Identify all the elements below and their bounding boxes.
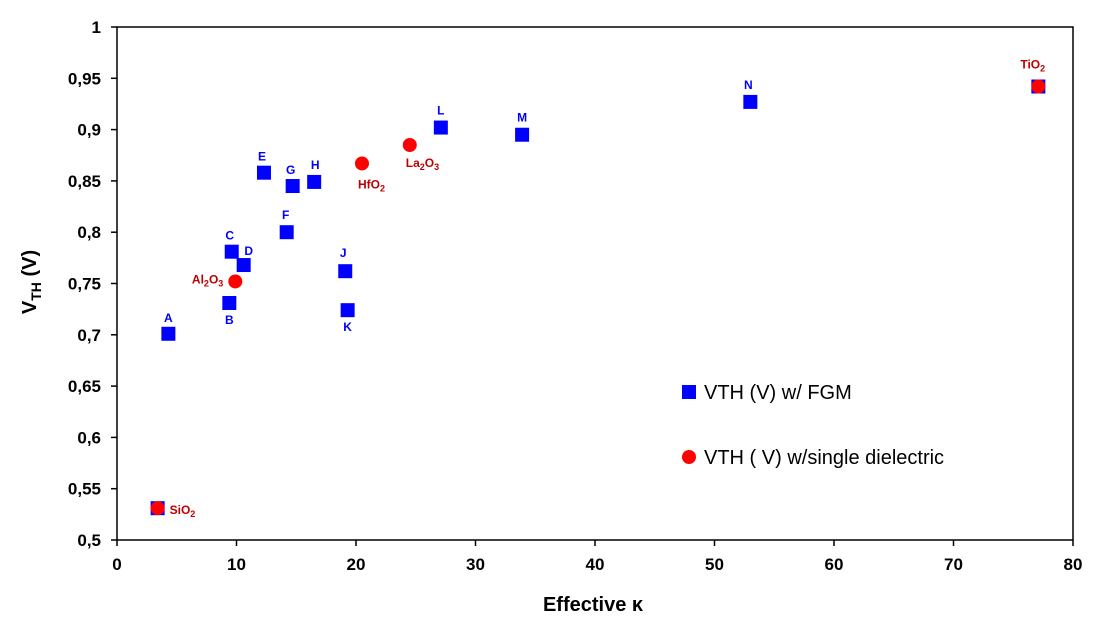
single-dielectric-point [354,156,369,171]
fgm-point-label: M [517,111,527,125]
y-axis-title: VTH (V) [19,250,44,314]
x-axis-title: Effective κ [543,594,644,616]
fgm-point [285,179,300,194]
x-tick-label: 50 [705,555,724,574]
fgm-point-label: L [437,104,444,118]
y-tick-label: 0,65 [68,377,101,396]
axes [111,26,1074,546]
single-dielectric-label: SiO2 [170,503,196,519]
fgm-point [338,264,353,279]
y-tick-label: 0,75 [68,275,101,294]
x-tick-label: 40 [586,555,605,574]
y-axis-title-sub: TH [28,282,44,301]
fgm-point [307,174,322,189]
data-points [150,79,1046,516]
y-tick-label: 0,5 [77,531,101,550]
fgm-point-label: N [744,78,753,92]
single-dielectric-point [228,274,243,289]
fgm-point-label: K [343,320,352,334]
x-tick-label: 0 [112,555,121,574]
fgm-point [161,326,176,341]
y-tick-label: 1 [92,18,101,37]
single-dielectric-label: HfO2 [358,177,385,193]
fgm-point-label: G [286,163,295,177]
x-tick-label: 70 [944,555,963,574]
y-tick-label: 0,8 [77,223,101,242]
single-dielectric-point [1031,79,1046,94]
single-dielectric-point [402,137,417,152]
fgm-point [743,94,758,109]
x-tick-label: 80 [1064,555,1083,574]
fgm-point [222,295,237,310]
legend: VTH (V) w/ FGM VTH ( V) w/single dielect… [682,382,944,469]
y-tick-label: 0,85 [68,172,101,191]
fgm-point [256,165,271,180]
single-dielectric-label: Al2O3 [192,272,223,288]
y-axis-title-tail: (V) [19,250,41,282]
legend-label-single: VTH ( V) w/single dielectric [704,447,944,469]
fgm-point-label: A [164,311,173,325]
fgm-point-label: D [244,244,253,258]
fgm-point-label: F [282,208,289,222]
fgm-point [224,244,239,259]
fgm-point-label: C [225,229,234,243]
single-dielectric-label: La2O3 [406,156,439,172]
fgm-point-label: E [258,150,266,164]
single-dielectric-label: TiO2 [1020,58,1045,74]
y-tick-label: 0,9 [77,121,101,140]
fgm-point [433,120,448,135]
fgm-point-label: J [340,246,347,260]
fgm-point [340,303,355,318]
y-axis-title-main: V [19,300,41,314]
legend-marker-fgm [682,385,696,399]
x-tick-label: 30 [466,555,485,574]
legend-marker-single [682,450,696,464]
y-tick-label: 0,7 [77,326,101,345]
fgm-point [236,258,251,273]
x-tick-label: 60 [825,555,844,574]
fgm-point [515,127,530,142]
tick-labels: 0 10 20 30 40 50 60 70 80 0,5 0,55 0,6 0,65 0,7 0,75 0,… [68,18,1083,574]
fgm-point [279,225,294,240]
fgm-point-label: H [311,158,320,172]
x-tick-label: 20 [347,555,366,574]
fgm-point-label: B [225,313,234,327]
x-tick-label: 10 [227,555,246,574]
legend-label-fgm: VTH (V) w/ FGM [704,382,852,404]
point-labels: A B CD E F G H J K L M N SiO2 Al2O3 HfO2 La2O3 TiO2 [164,58,1045,520]
y-tick-label: 0,6 [77,428,101,447]
y-tick-label: 0,55 [68,480,101,499]
single-dielectric-point [150,501,165,516]
y-tick-label: 0,95 [68,69,101,88]
